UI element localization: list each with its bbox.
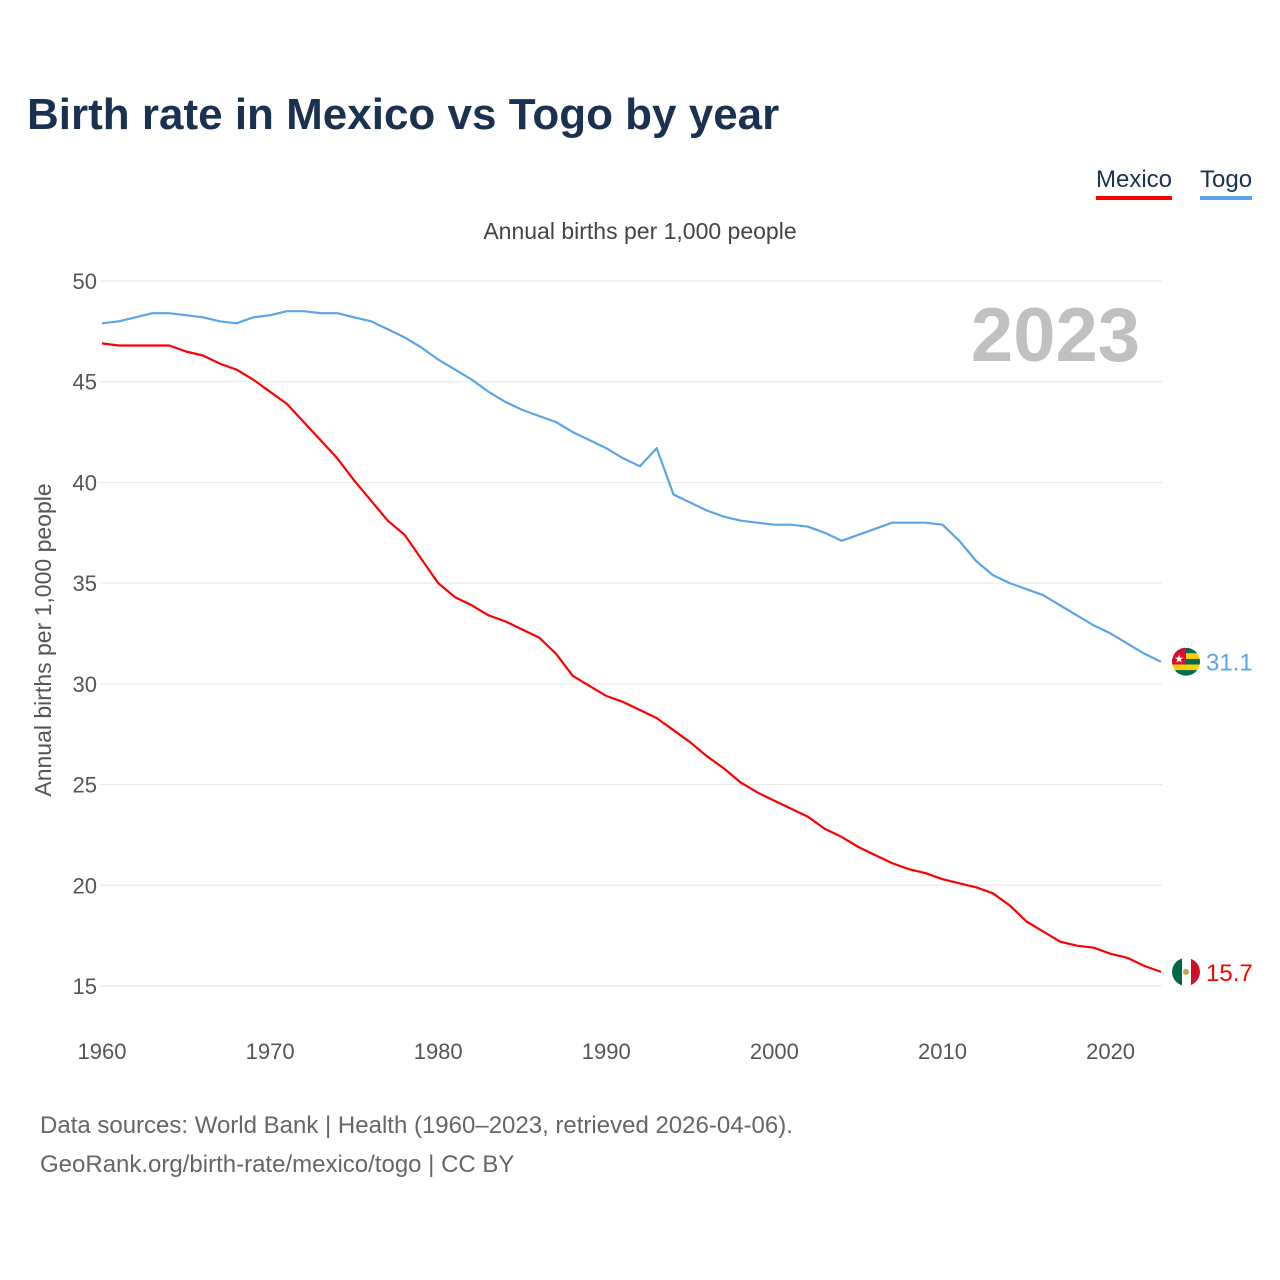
y-tick-label: 40 [73, 470, 97, 495]
end-value-label-mexico: 15.7 [1206, 960, 1253, 987]
mexico-flag-icon [1172, 957, 1200, 986]
end-value-label-togo: 31.1 [1206, 650, 1253, 677]
x-tick-label: 1980 [414, 1039, 463, 1064]
svg-text:★: ★ [1174, 654, 1184, 666]
series-line-mexico [101, 342, 1162, 973]
x-tick-label: 2000 [750, 1039, 799, 1064]
chart-title: Birth rate in Mexico vs Togo by year [27, 90, 780, 139]
legend-togo[interactable]: Togo [1200, 166, 1253, 200]
source-link[interactable]: GeoRank.org/birth-rate/mexico/togo | CC … [40, 1151, 515, 1178]
year-watermark: 2023 [971, 293, 1140, 378]
x-tick-label: 2020 [1086, 1039, 1135, 1064]
source-line: Data sources: World Bank | Health (1960–… [40, 1112, 793, 1139]
x-tick-label: 2010 [918, 1039, 967, 1064]
y-axis-label: Annual births per 1,000 people [30, 483, 56, 796]
x-tick-label: 1990 [582, 1039, 631, 1064]
y-tick-label: 35 [73, 571, 97, 596]
x-tick-label: 1960 [78, 1039, 127, 1064]
y-tick-label: 45 [73, 370, 97, 395]
y-tick-label: 25 [73, 773, 97, 798]
y-tick-label: 15 [73, 974, 97, 999]
chart-subtitle: Annual births per 1,000 people [483, 218, 797, 244]
series-line-togo [101, 310, 1162, 663]
line-chart: 15 20 25 30 35 40 45 50 1960 1970 1980 1990 2000 2010… [30, 269, 1253, 1064]
source-note: Data sources: World Bank | Health (1960–… [40, 1106, 793, 1184]
legend-mexico[interactable]: Mexico [1096, 166, 1173, 200]
y-tick-label: 20 [73, 873, 97, 898]
x-tick-label: 1970 [246, 1039, 295, 1064]
y-tick-label: 30 [73, 672, 97, 697]
togo-flag-icon: ★ [1172, 647, 1200, 676]
y-tick-label: 50 [73, 269, 97, 294]
